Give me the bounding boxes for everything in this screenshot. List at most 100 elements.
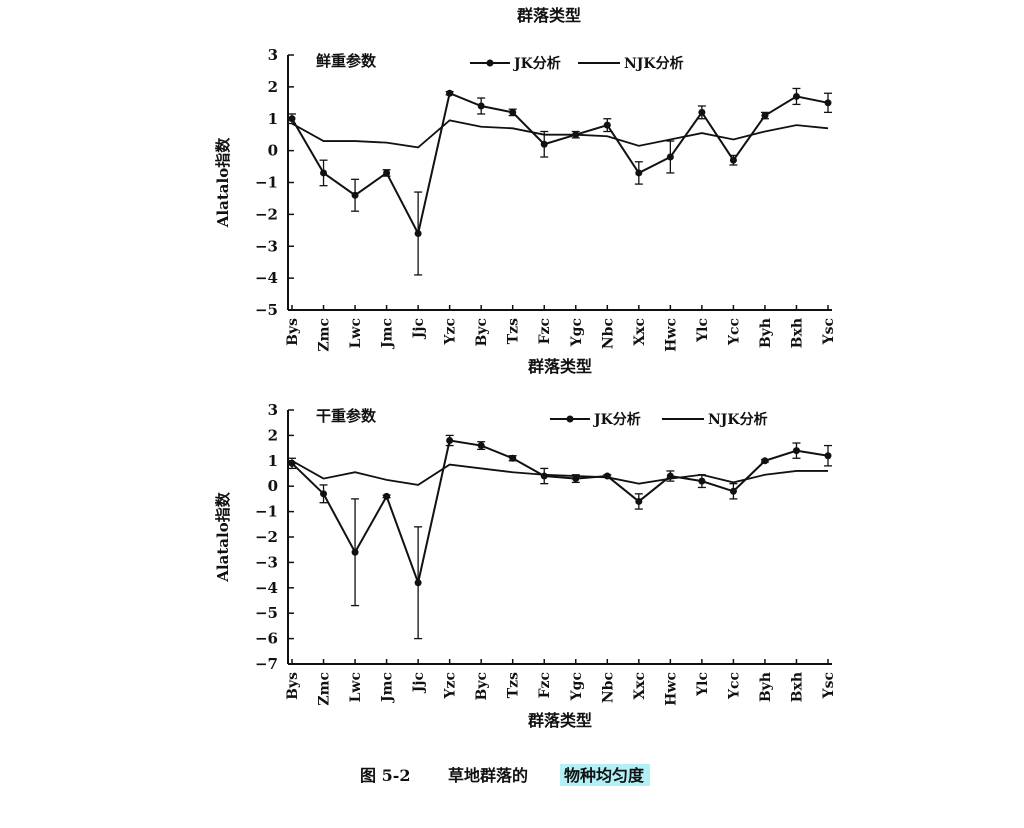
y-tick-label: −2 [255,528,278,546]
y-tick-label: 0 [268,477,278,495]
legend-label-njk: NJK分析 [708,411,768,428]
x-tick-label-ylc: Ylc [695,672,711,697]
data-point-jk-jjc [414,579,422,587]
x-tick-label-zmc: Zmc [317,672,333,706]
data-point-jk-jmc [383,169,391,177]
x-tick-label-bxh: Bxh [789,672,805,702]
data-point-jk-ysc [824,99,832,107]
y-axis-title: Alatalo指数 [214,491,232,582]
figure-caption: 图 5-2 草地群落的 物种均匀度 [360,764,650,786]
data-point-jk-ylc [698,108,706,116]
data-point-jk-zmc [320,490,328,498]
legend-label-njk: NJK分析 [624,55,684,72]
y-axis-title: Alatalo指数 [214,137,232,228]
x-tick-label-nbc: Nbc [600,672,616,703]
x-tick-label-byc: Byc [474,672,490,701]
caption-text-plain: 草地群落的 [448,766,528,785]
series-line-njk [291,460,828,486]
series-line-njk [291,119,829,149]
x-tick-label-yzc: Yzc [443,672,459,699]
data-point-jk-yzc [446,89,454,97]
y-tick-label: −2 [255,205,278,223]
data-point-jk-byc [477,102,485,110]
data-point-jk-bys [288,115,296,123]
legend-label-jk: JK分析 [592,411,641,428]
x-tick-label-ysc: Ysc [821,672,837,699]
chart-panel-dry-weight: 3 2 1 0 −1 −2 −3 −4 −5 −6 −7 Bys Zmc Lwc Jmc Jjc Yzc Byc T… [214,401,837,730]
data-point-jk-nbc [603,121,611,129]
data-point-jk-bxh [792,447,800,455]
data-point-jk-hwc [666,153,674,161]
y-tick-label: 1 [268,110,278,128]
x-tick-label-jmc: Jmc [380,318,396,350]
data-point-jk-lwc [351,191,359,199]
y-tick-label: −5 [255,301,278,319]
x-tick-label-tzs: Tzs [506,672,522,698]
data-point-jk-ycc [729,487,737,495]
x-tick-label-hwc: Hwc [663,672,679,706]
data-point-jk-byh [761,112,769,120]
y-tick-label: 3 [268,46,278,64]
x-tick-label-byh: Byh [758,672,774,702]
legend-marker-jk [486,59,494,67]
x-tick-label-nbc: Nbc [600,318,616,349]
caption-text-highlight: 物种均匀度 [564,766,645,785]
x-tick-label-bys: Bys [285,318,301,346]
data-point-jk-byh [761,457,769,465]
data-point-jk-fzc [540,140,548,148]
x-tick-label-byh: Byh [758,318,774,348]
x-tick-label-ysc: Ysc [821,318,837,345]
x-tick-label-bys: Bys [285,672,301,700]
x-tick-label-byc: Byc [474,318,490,347]
data-point-jk-tzs [509,108,517,116]
y-tick-label: −4 [255,269,278,287]
series-line-jk [291,91,829,237]
data-point-jk-jjc [414,230,422,237]
y-tick-label: −3 [255,237,278,255]
chart-panel-fresh-weight: 3 2 1 0 −1 −2 −3 −4 −5 Bys Zmc Lwc Jmc Jjc Yzc Byc Tzs Fz… [214,46,837,376]
data-point-jk-yzc [446,436,454,444]
x-tick-label-ygc: Ygc [569,672,585,701]
y-tick-label: −7 [255,655,278,673]
x-tick-label-ygc: Ygc [569,318,585,347]
y-tick-label: −3 [255,553,278,571]
x-tick-label-jjc: Jjc [411,318,427,340]
caption-highlight [560,764,650,786]
y-tick-label: 0 [268,142,278,160]
data-point-jk-ylc [698,477,706,485]
y-tick-label: 2 [268,78,278,96]
x-tick-label-fzc: Fzc [537,672,553,698]
y-tick-label: −1 [255,503,278,521]
x-tick-label-zmc: Zmc [317,318,333,352]
x-tick-label-bxh: Bxh [789,318,805,348]
x-tick-label-ylc: Ylc [695,318,711,343]
x-tick-label-hwc: Hwc [663,318,679,352]
x-tick-label-lwc: Lwc [348,672,364,702]
x-tick-label-xxc: Xxc [632,672,648,700]
x-tick-label-yzc: Yzc [443,318,459,345]
y-tick-label: 3 [268,401,278,419]
data-point-jk-xxc [635,497,643,505]
data-point-jk-byc [477,442,485,450]
legend-marker-jk [566,415,574,423]
data-point-jk-lwc [351,548,359,556]
y-tick-label: 2 [268,426,278,444]
top-xaxis-caption: 群落类型 [517,6,581,25]
y-tick-label: −4 [255,579,278,597]
data-point-jk-ysc [824,452,832,460]
panel-label: 干重参数 [316,407,377,425]
data-point-jk-xxc [635,169,643,177]
panel-label: 鲜重参数 [316,52,377,70]
y-tick-label: −5 [255,604,278,622]
x-axis-title: 群落类型 [528,357,592,376]
x-tick-label-fzc: Fzc [537,318,553,344]
legend-label-jk: JK分析 [512,55,561,72]
x-tick-label-jjc: Jjc [411,672,427,694]
data-point-jk-jmc [383,492,391,500]
x-tick-label-tzs: Tzs [506,318,522,344]
x-tick-label-ycc: Ycc [726,672,742,700]
series-line-jk [291,439,829,587]
data-point-jk-bxh [792,92,800,100]
data-point-jk-tzs [509,454,517,462]
